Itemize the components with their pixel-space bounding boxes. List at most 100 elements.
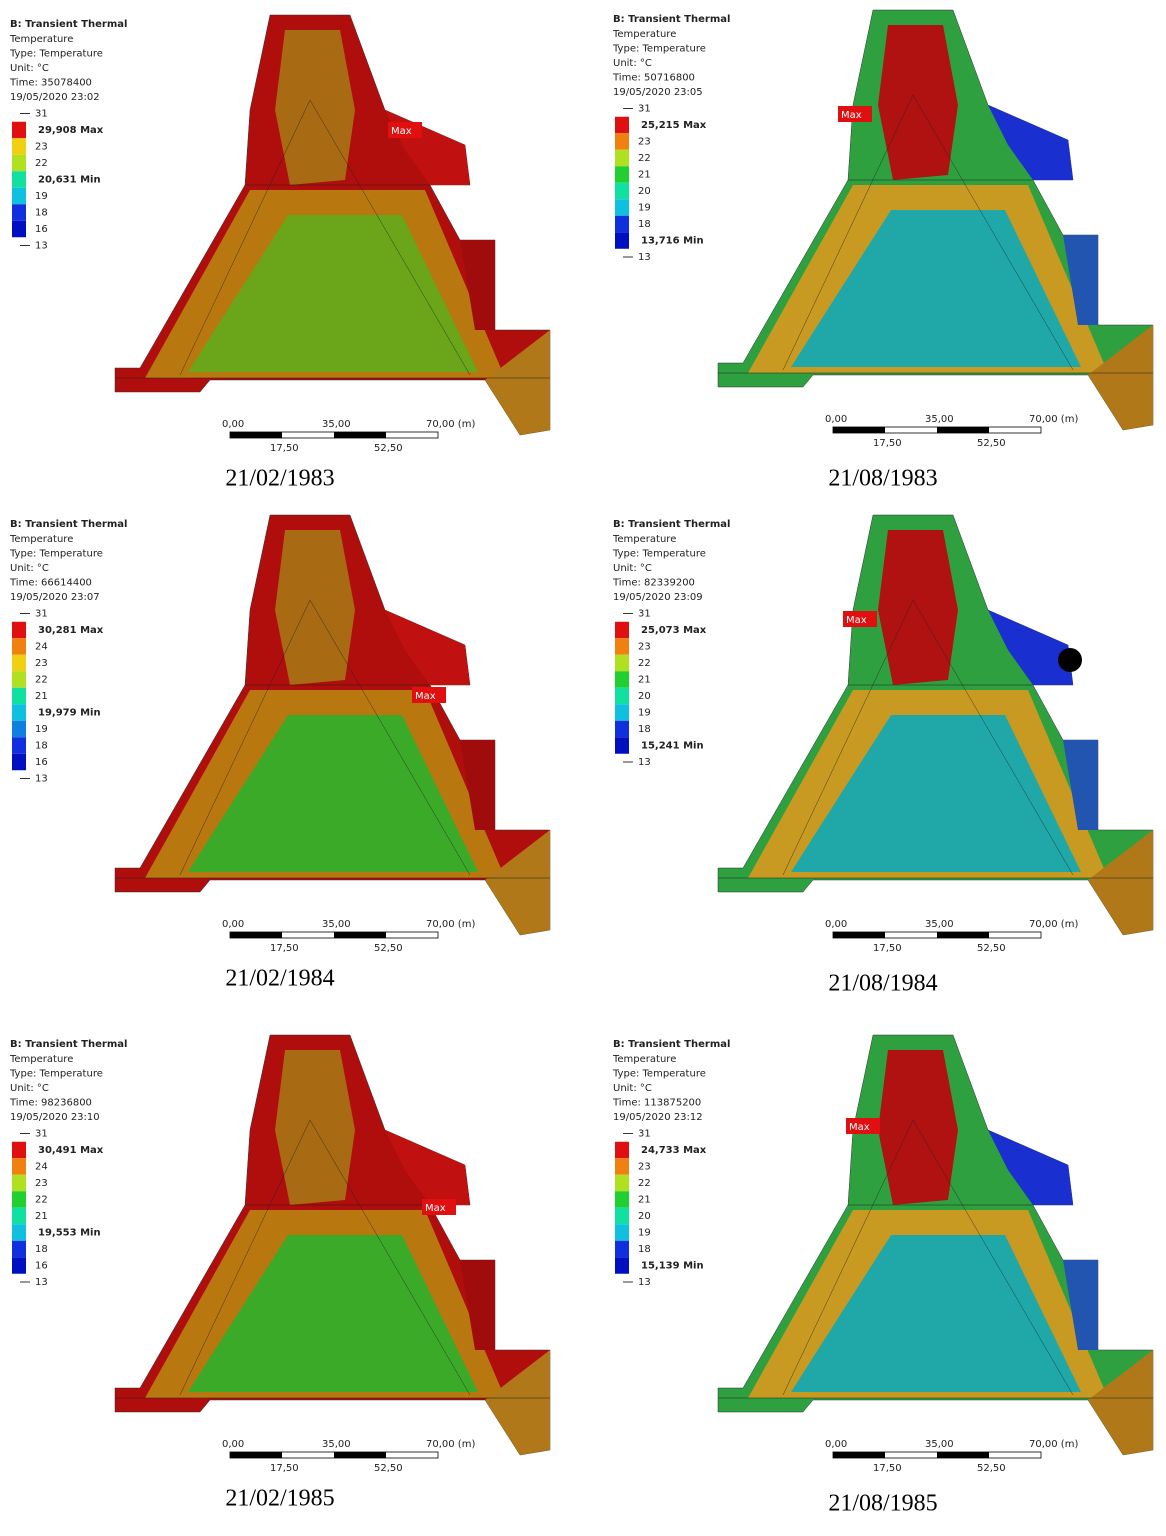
legend-info: 19/05/2020 23:05 [613, 87, 703, 98]
legend-label: 16 [35, 224, 48, 235]
legend-label: 19,553 Min [38, 1228, 101, 1239]
legend-title: B: Transient Thermal [613, 519, 730, 530]
legend-swatch [12, 737, 26, 754]
legend-label: 13 [35, 774, 48, 785]
legend-label: 22 [35, 158, 48, 169]
legend-info: Temperature [612, 534, 676, 545]
legend-label: 18 [35, 741, 48, 752]
legend-label: 23 [638, 137, 651, 148]
legend-label: 19 [638, 1228, 651, 1239]
scale-label: 17,50 [270, 443, 299, 454]
caption: 21/08/1985 [828, 1491, 937, 1517]
legend-swatch [615, 655, 629, 672]
legend-info: Temperature [9, 34, 73, 45]
legend-label: 13,716 Min [641, 236, 704, 247]
legend-swatch [615, 671, 629, 688]
legend-title: B: Transient Thermal [10, 1039, 127, 1050]
legend-swatch [12, 171, 26, 188]
scale-label: 17,50 [873, 1463, 902, 1474]
legend-label: 13 [638, 757, 651, 768]
legend-info: Unit: °C [10, 63, 49, 74]
scale-bar [334, 1452, 386, 1458]
legend-swatch [12, 1208, 26, 1225]
legend-info: 19/05/2020 23:10 [10, 1112, 100, 1123]
scale-label: 70,00 (m) [426, 919, 475, 930]
legend-label: 22 [35, 675, 48, 686]
legend-swatch [12, 1175, 26, 1192]
legend-info: Time: 66614400 [9, 578, 92, 589]
legend-swatch [12, 688, 26, 705]
legend-label: 31 [638, 104, 651, 115]
legend-swatch [615, 688, 629, 705]
scale-label: 35,00 [322, 419, 351, 430]
legend-swatch [615, 1224, 629, 1241]
legend-title: B: Transient Thermal [613, 1039, 730, 1050]
legend-swatch [615, 622, 629, 639]
legend-title: B: Transient Thermal [613, 14, 730, 25]
legend-swatch [615, 166, 629, 183]
legend-swatch [12, 1224, 26, 1241]
legend-swatch [12, 638, 26, 655]
scale-label: 17,50 [873, 438, 902, 449]
legend-info: Temperature [9, 534, 73, 545]
legend-title: B: Transient Thermal [10, 19, 127, 30]
max-tag: Max [841, 110, 862, 121]
legend-label: 25,073 Max [641, 625, 707, 636]
scale-label: 52,50 [374, 1463, 403, 1474]
panel: B: Transient ThermalTemperatureType: Tem… [612, 515, 1153, 997]
scale-label: 70,00 (m) [1029, 414, 1078, 425]
legend-swatch [615, 1175, 629, 1192]
legend-label: 22 [638, 153, 651, 164]
legend-label: 13 [638, 252, 651, 263]
scale-bar [230, 932, 282, 938]
legend-label: 21 [35, 1211, 48, 1222]
dam-upper [275, 30, 355, 185]
legend-swatch [615, 117, 629, 134]
scale-bar [937, 932, 989, 938]
legend-info: Time: 50716800 [612, 73, 695, 84]
scale-label: 0,00 [825, 919, 847, 930]
legend-label: 20 [638, 1211, 651, 1222]
scale-label: 0,00 [222, 419, 244, 430]
legend-label: 13 [35, 241, 48, 252]
legend-swatch [615, 216, 629, 233]
max-tag: Max [846, 615, 867, 626]
legend-label: 18 [638, 219, 651, 230]
max-tag: Max [391, 126, 412, 137]
legend-label: 25,215 Max [641, 120, 707, 131]
legend-info: Type: Temperature [612, 44, 706, 55]
legend-swatch [12, 622, 26, 639]
scale-label: 35,00 [322, 1439, 351, 1450]
scale-label: 35,00 [925, 919, 954, 930]
legend-info: 19/05/2020 23:02 [10, 92, 100, 103]
figure: B: Transient Thermal Temperature Type: Tem… [0, 0, 1166, 1536]
legend-swatch [12, 754, 26, 771]
scale-label: 70,00 (m) [1029, 919, 1078, 930]
legend-swatch [12, 122, 26, 139]
legend-swatch [12, 1257, 26, 1274]
legend-swatch [12, 1158, 26, 1175]
legend-swatch [12, 671, 26, 688]
legend-swatch [615, 232, 629, 249]
legend-label: 13 [35, 1277, 48, 1288]
legend-label: 19 [638, 708, 651, 719]
legend-label: 20,631 Min [38, 175, 101, 186]
legend-label: 18 [638, 724, 651, 735]
legend-label: 22 [638, 658, 651, 669]
dam-upper [878, 25, 958, 180]
legend-info: 19/05/2020 23:09 [613, 592, 703, 603]
caption: 21/02/1983 [225, 466, 334, 492]
scale-bar [230, 1452, 282, 1458]
legend-label: 23 [35, 658, 48, 669]
legend-label: 22 [35, 1195, 48, 1206]
legend-info: Temperature [612, 1054, 676, 1065]
dam-upper [878, 1050, 958, 1205]
dam-upper [275, 1050, 355, 1205]
legend-swatch [615, 1191, 629, 1208]
legend-info: Unit: °C [613, 58, 652, 69]
caption: 21/02/1985 [225, 1486, 334, 1512]
legend-label: 24,733 Max [641, 1145, 707, 1156]
legend-info: Time: 35078400 [9, 78, 92, 89]
legend-label: 31 [35, 609, 48, 620]
